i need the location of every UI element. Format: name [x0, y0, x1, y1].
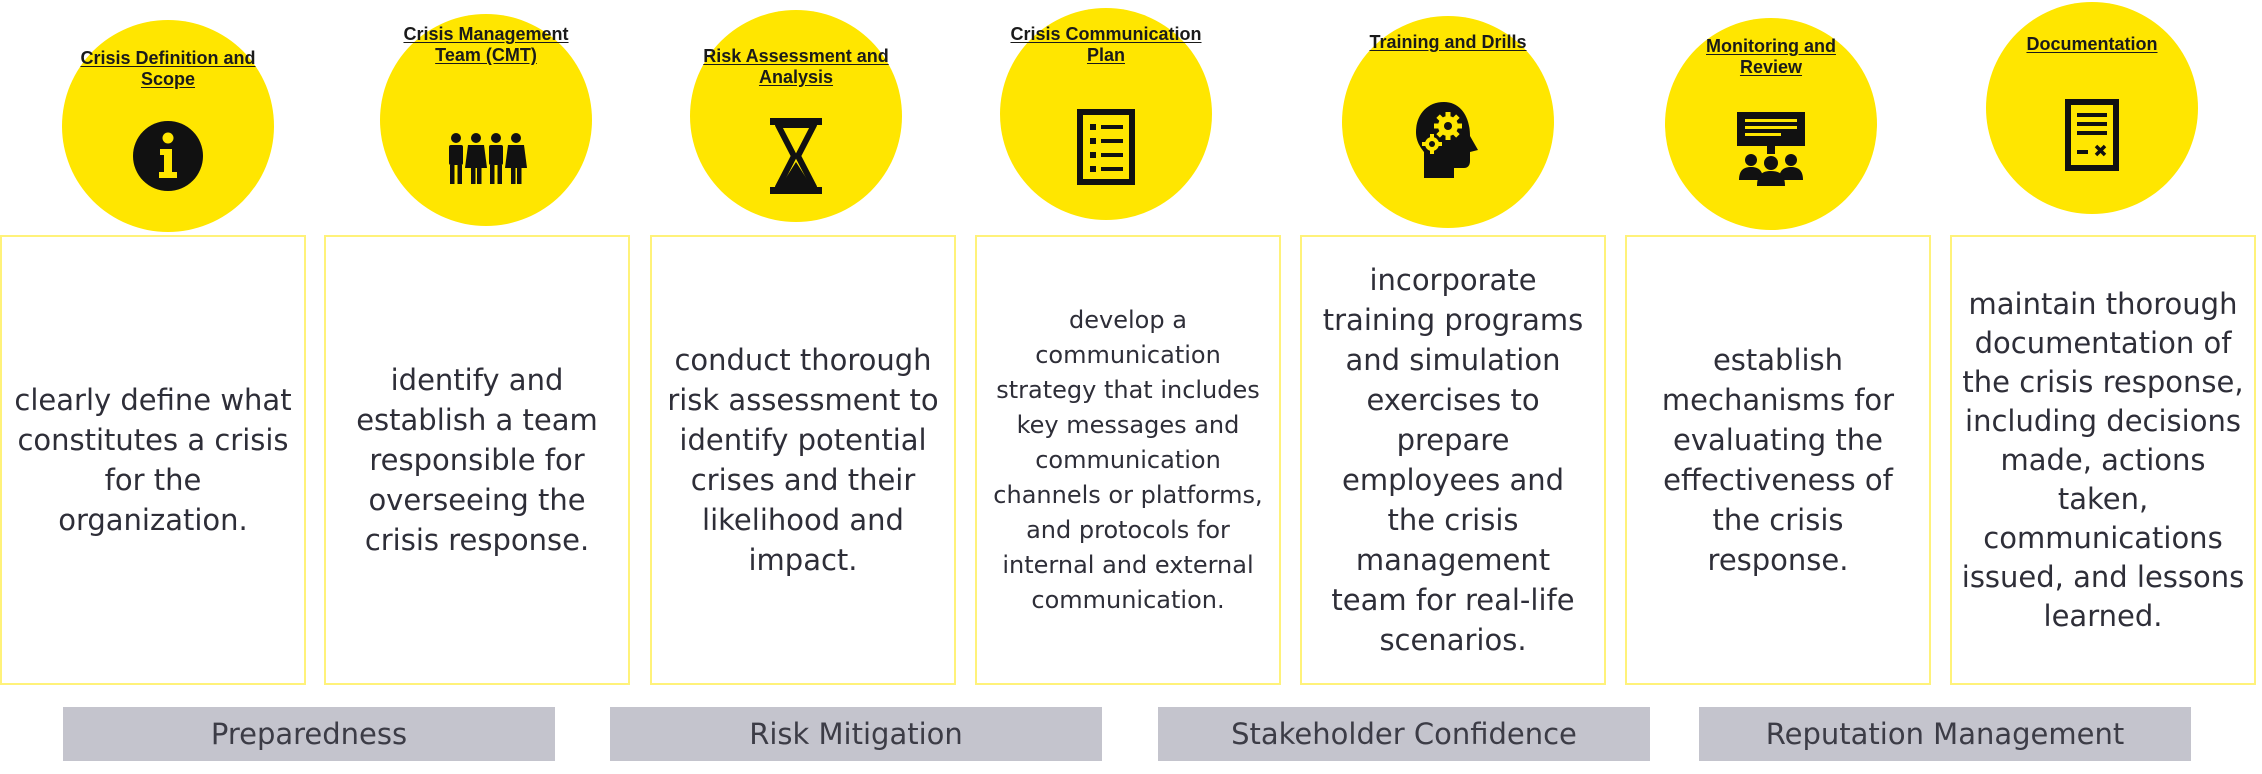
- step-circle-training-drills: Training and Drills: [1342, 16, 1554, 228]
- description-card-monitoring-review: establish mechanisms for evaluating the …: [1625, 235, 1931, 685]
- description-text: maintain thorough documentation of the c…: [1961, 286, 2245, 633]
- step-title: Monitoring and Review: [1706, 36, 1836, 77]
- step-circle-communication-plan: Crisis Communication Plan: [1000, 8, 1212, 220]
- description-card-crisis-definition: clearly define what constitutes a crisis…: [0, 235, 306, 685]
- description-card-crisis-management-team: identify and establish a team responsibl…: [324, 235, 630, 685]
- description-card-communication-plan: develop a communication strategy that in…: [975, 235, 1281, 685]
- step-title: Training and Drills: [1369, 32, 1527, 52]
- hourglass-icon: [770, 118, 822, 194]
- description-text: conduct thorough risk assessment to iden…: [667, 343, 939, 577]
- description-text: incorporate training programs and simula…: [1322, 263, 1584, 657]
- outcome-bar-reputation-management: Reputation Management: [1699, 707, 2191, 761]
- step-title: Risk Assessment and Analysis: [703, 46, 889, 87]
- step-title: Documentation: [2026, 34, 2158, 54]
- document-icon: [2065, 99, 2119, 171]
- description-text: clearly define what constitutes a crisis…: [14, 383, 292, 537]
- description-text: establish mechanisms for evaluating the …: [1661, 343, 1895, 577]
- step-title: Crisis Definition and Scope: [80, 48, 256, 89]
- description-card-risk-assessment: conduct thorough risk assessment to iden…: [650, 235, 956, 685]
- step-circle-documentation: Documentation: [1986, 2, 2198, 214]
- meeting-presentation-icon: [1737, 112, 1805, 186]
- outcome-bar-risk-mitigation: Risk Mitigation: [610, 707, 1102, 761]
- step-circle-risk-assessment: Risk Assessment and Analysis: [690, 10, 902, 222]
- step-circle-crisis-management-team: Crisis Management Team (CMT): [380, 14, 592, 226]
- checklist-icon: [1077, 109, 1135, 185]
- team-icon: [449, 133, 527, 184]
- step-title: Crisis Management Team (CMT): [403, 24, 569, 65]
- step-circle-crisis-definition: Crisis Definition and Scope: [62, 20, 274, 232]
- description-card-documentation: maintain thorough documentation of the c…: [1950, 235, 2256, 685]
- outcome-bar-preparedness: Preparedness: [63, 707, 555, 761]
- step-title: Crisis Communication Plan: [1010, 24, 1202, 65]
- description-card-training-drills: incorporate training programs and simula…: [1300, 235, 1606, 685]
- head-gears-icon: [1416, 102, 1478, 178]
- step-circle-monitoring-review: Monitoring and Review: [1665, 18, 1877, 230]
- info-icon: [133, 121, 203, 191]
- description-text: develop a communication strategy that in…: [993, 305, 1263, 614]
- outcome-bar-stakeholder-confidence: Stakeholder Confidence: [1158, 707, 1650, 761]
- description-text: identify and establish a team responsibl…: [356, 363, 598, 557]
